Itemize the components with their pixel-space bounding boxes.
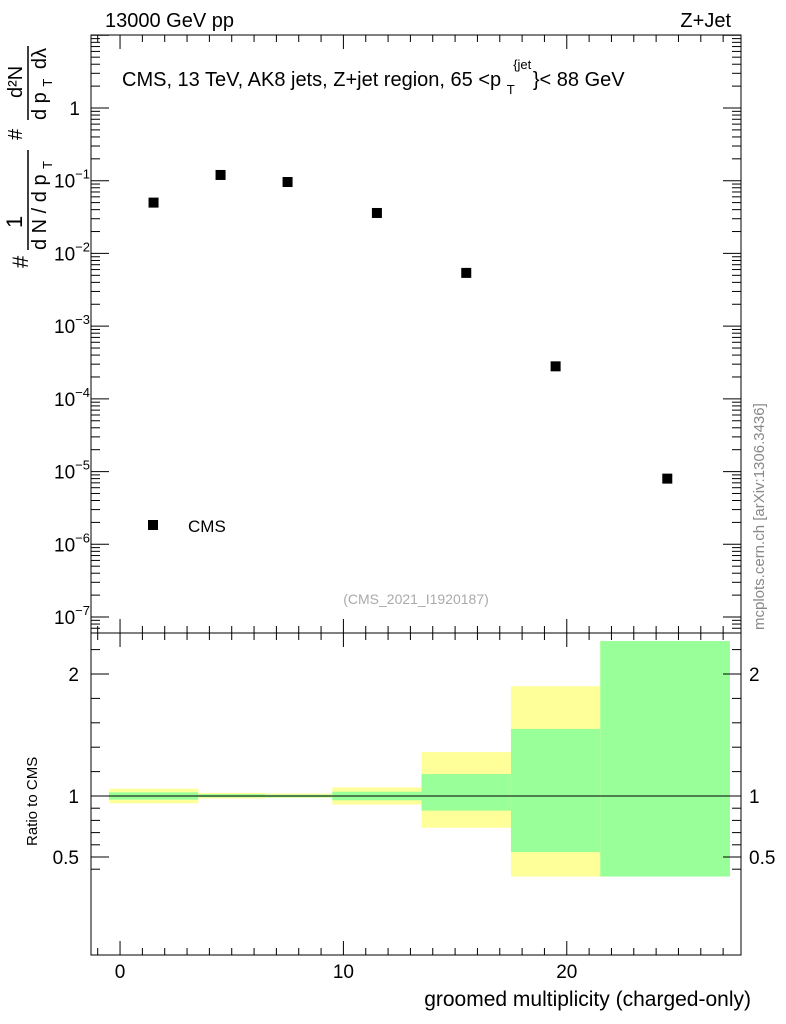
ratio-ytick-label-left-0: 0.5 bbox=[53, 848, 79, 869]
ratio-x-tick-labels: 0 10 20 bbox=[115, 962, 578, 983]
data-point-2 bbox=[282, 177, 293, 188]
ytick-base: 10 bbox=[54, 172, 75, 193]
title-main: CMS, 13 TeV, AK8 jets, Z+jet region, 65 … bbox=[122, 69, 501, 91]
main-axis-ticks bbox=[91, 34, 741, 633]
data-point-0 bbox=[148, 197, 159, 208]
green-band-6 bbox=[600, 641, 730, 877]
svg-text:#: # bbox=[5, 128, 27, 140]
ratio-xtick-label-0: 0 bbox=[115, 962, 126, 983]
green-band-4 bbox=[421, 774, 511, 811]
ratio-ylabel: Ratio to CMS bbox=[24, 757, 41, 846]
ratio-ytick-label-left-1: 1 bbox=[68, 787, 79, 808]
data-point-1 bbox=[215, 169, 226, 180]
plot-title: CMS, 13 TeV, AK8 jets, Z+jet region, 65 … bbox=[122, 52, 625, 99]
legend-label: CMS bbox=[188, 517, 226, 536]
ytick-base: 10 bbox=[54, 390, 75, 411]
data-point-4 bbox=[461, 267, 472, 278]
ytick-exp: −4 bbox=[75, 385, 90, 400]
main-y-tick-labels: 10−710−610−510−410−310−210−11 bbox=[54, 99, 90, 629]
ylabel-dlambda: dλ bbox=[29, 48, 51, 69]
main-ylabel: # 1 d N / d p T # d²N d p T dλ bbox=[2, 46, 57, 268]
main-ytick-label-1: 10−6 bbox=[54, 530, 90, 556]
svg-text:d²N: d²N bbox=[5, 66, 27, 98]
green-band-5 bbox=[510, 728, 601, 853]
legend-marker bbox=[148, 520, 158, 530]
ylabel-one: 1 bbox=[2, 216, 27, 228]
ratio-xtick-label-1: 10 bbox=[333, 962, 354, 983]
ytick-exp: −5 bbox=[75, 458, 90, 473]
title-end: }< 88 GeV bbox=[533, 69, 625, 91]
ylabel-d2N: d²N bbox=[5, 66, 27, 98]
main-data-points bbox=[148, 169, 673, 484]
ratio-axis-ticks bbox=[91, 633, 741, 955]
ratio-y-tick-labels: 0.5 0.5 1 1 2 2 bbox=[53, 665, 776, 869]
ylabel-dN-dp: d N / d p bbox=[29, 174, 51, 250]
ratio-ytick-label-right-0: 0.5 bbox=[749, 848, 775, 869]
ylabel-hash2: # bbox=[5, 128, 27, 140]
main-ytick-label-2: 10−5 bbox=[54, 458, 90, 484]
ytick-base: 10 bbox=[54, 608, 75, 629]
main-ytick-label-3: 10−4 bbox=[54, 385, 90, 411]
data-point-3 bbox=[371, 207, 382, 218]
main-ytick-label-6: 10−1 bbox=[54, 167, 90, 193]
ytick-exp: −7 bbox=[75, 603, 90, 618]
ytick-base: 10 bbox=[54, 463, 75, 484]
main-ytick-label-7: 1 bbox=[69, 99, 80, 120]
svg-text:d p T dλ: d p T dλ bbox=[29, 48, 57, 120]
ratio-ytick-label-right-1: 1 bbox=[749, 787, 760, 808]
ylabel-T2: T bbox=[40, 79, 55, 87]
title-sup: {jet bbox=[513, 57, 531, 72]
analysis-id: (CMS_2021_I1920187) bbox=[343, 591, 489, 607]
ratio-ytick-label-left-2: 2 bbox=[68, 665, 79, 686]
ytick-base: 10 bbox=[54, 535, 75, 556]
main-ytick-label-0: 10−7 bbox=[54, 603, 90, 629]
ratio-ytick-label-right-2: 2 bbox=[749, 665, 760, 686]
svg-text:#: # bbox=[8, 255, 33, 268]
ytick-exp: −3 bbox=[75, 312, 90, 327]
ylabel-dpT: d p bbox=[29, 92, 51, 120]
ytick-exp: −1 bbox=[75, 167, 90, 182]
svg-text:1: 1 bbox=[2, 216, 27, 228]
ratio-xtick-label-2: 20 bbox=[556, 962, 577, 983]
ylabel-hash1: # bbox=[8, 255, 33, 268]
data-point-6 bbox=[662, 473, 673, 484]
legend: CMS bbox=[148, 517, 226, 536]
main-panel-frame bbox=[90, 34, 742, 634]
ylabel-T1: T bbox=[40, 161, 55, 169]
svg-text:d N / d p T: d N / d p T bbox=[29, 161, 55, 250]
ytick-exp: −2 bbox=[75, 239, 90, 254]
data-point-5 bbox=[550, 361, 561, 372]
header-left-label: 13000 GeV pp bbox=[105, 10, 234, 32]
ratio-panel-frame bbox=[90, 632, 742, 956]
ytick-exp: −6 bbox=[75, 530, 90, 545]
header-right-label: Z+Jet bbox=[680, 10, 731, 32]
ratio-bands bbox=[108, 641, 730, 877]
ytick-base: 10 bbox=[54, 244, 75, 265]
main-ytick-label-4: 10−3 bbox=[54, 312, 90, 338]
side-label: mcplots.cern.ch [arXiv:1306.3436] bbox=[751, 403, 768, 630]
title-sub: T bbox=[507, 82, 515, 97]
ytick-base: 10 bbox=[54, 317, 75, 338]
ratio-xlabel: groomed multiplicity (charged-only) bbox=[424, 988, 751, 1011]
main-ytick-label-5: 10−2 bbox=[54, 239, 90, 265]
